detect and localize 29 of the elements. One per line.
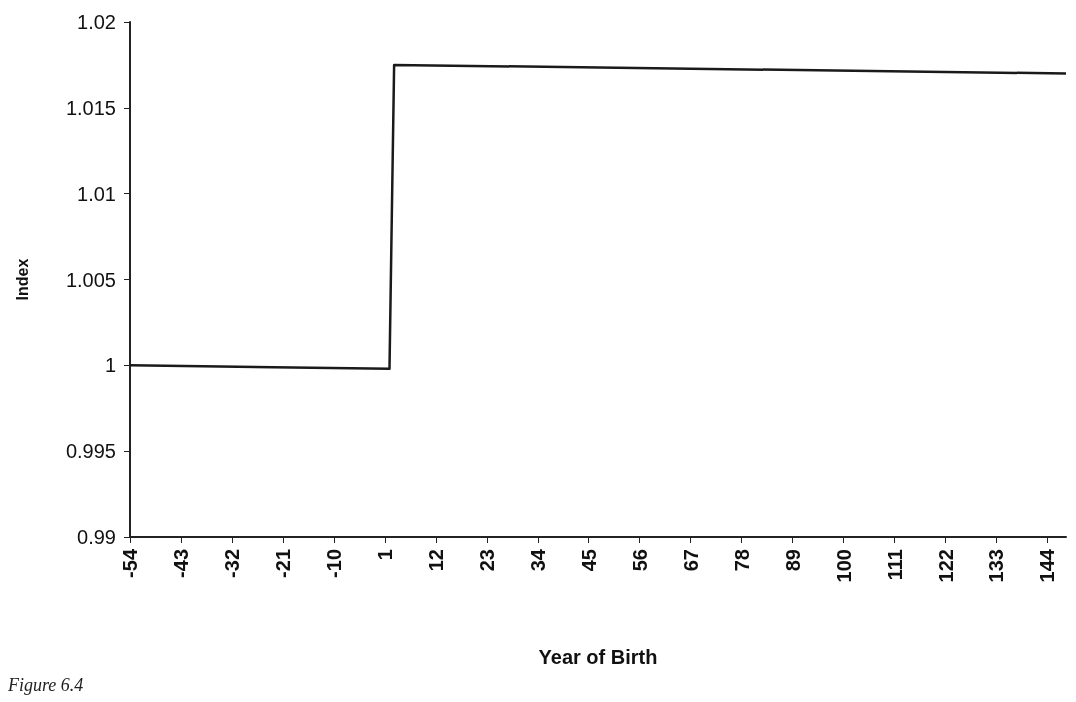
x-tick-label: 133 bbox=[985, 549, 1008, 583]
x-tick-label: -32 bbox=[220, 549, 243, 578]
y-tick-label: 0.99 bbox=[77, 526, 116, 548]
x-tick-label: -21 bbox=[271, 549, 294, 578]
x-tick-label: 122 bbox=[934, 549, 957, 583]
caption: Figure 6.4 bbox=[7, 675, 84, 695]
y-tick-label: 1.005 bbox=[65, 268, 116, 291]
x-tick-label: 67 bbox=[679, 549, 702, 572]
x-tick-label: -54 bbox=[119, 548, 141, 578]
x-tick-label: 144 bbox=[1036, 548, 1059, 583]
x-tick-label: 1 bbox=[373, 549, 396, 561]
y-tick-label: 1.02 bbox=[77, 11, 116, 33]
x-tick-label: -10 bbox=[322, 549, 345, 578]
x-tick-label: 12 bbox=[424, 549, 447, 572]
y-tick-label: 1 bbox=[104, 354, 116, 377]
x-tick-label: 78 bbox=[730, 549, 753, 572]
y-tick-label: 0.995 bbox=[65, 440, 116, 463]
y-tick-label: 1.015 bbox=[65, 96, 116, 119]
x-axis-title: Year of Birth bbox=[538, 646, 658, 668]
x-tick-label: 56 bbox=[628, 549, 651, 572]
x-tick-label: -43 bbox=[169, 549, 192, 578]
y-tick-label: 1.01 bbox=[77, 182, 116, 205]
x-tick-label: 111 bbox=[883, 549, 906, 581]
y-axis-title: Index bbox=[13, 258, 31, 301]
x-tick-label: 100 bbox=[832, 549, 855, 583]
x-tick-label: 89 bbox=[781, 549, 804, 572]
x-tick-label: 45 bbox=[577, 549, 600, 572]
x-tick-label: 34 bbox=[526, 548, 549, 572]
x-tick-label: 23 bbox=[475, 549, 498, 572]
